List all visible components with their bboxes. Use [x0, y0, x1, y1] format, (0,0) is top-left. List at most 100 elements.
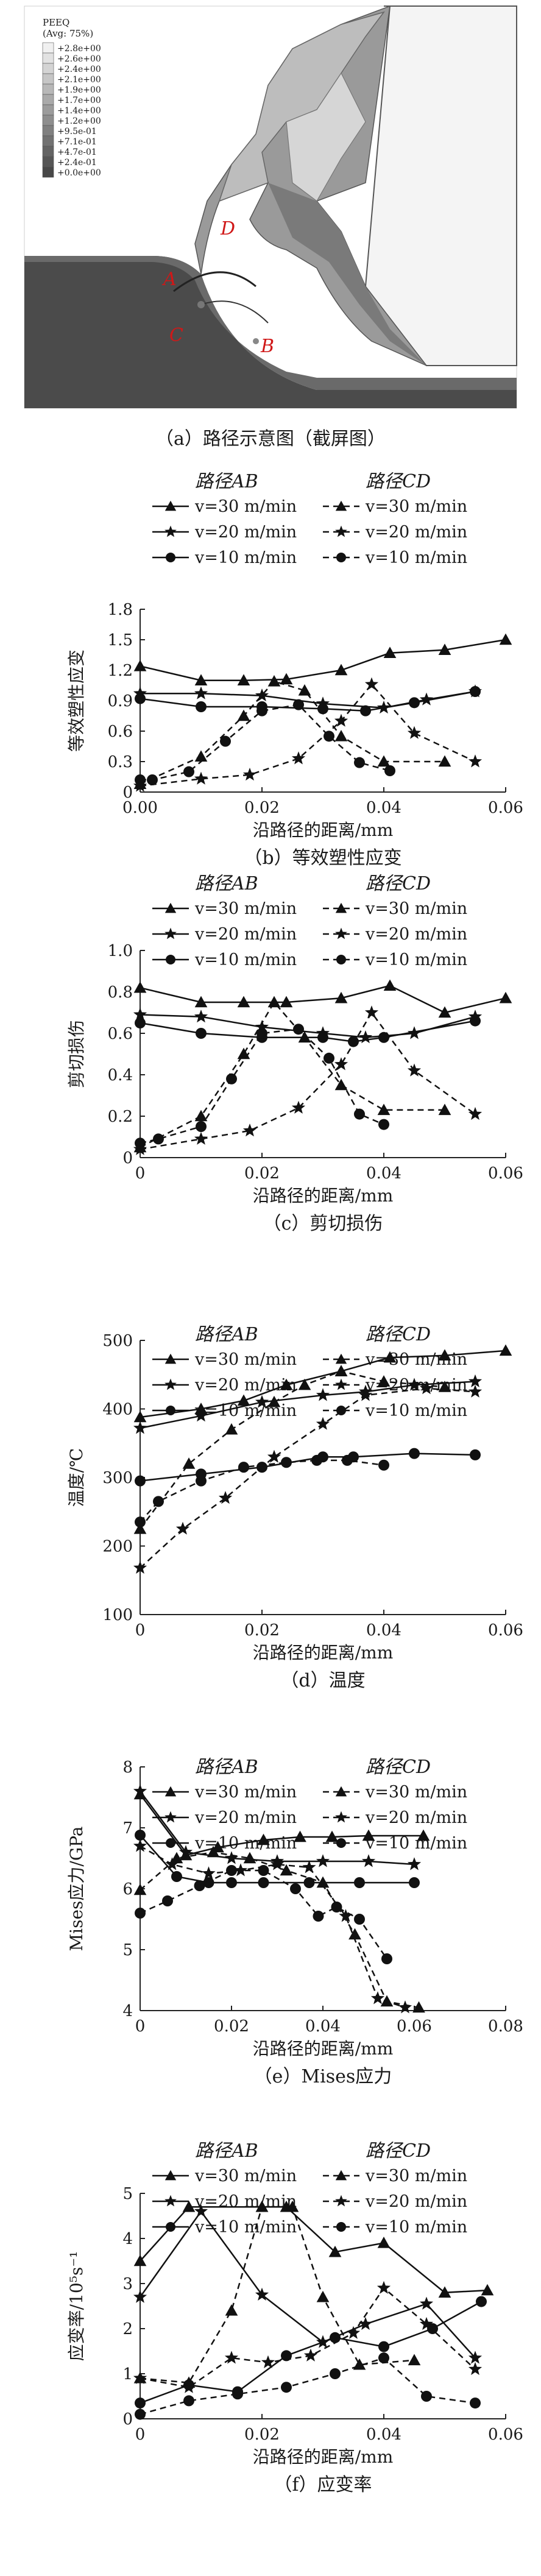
chart-c-legend: 路径AB 路径CD v=30 m/min v=20 m/min v=10 m/min v=…: [152, 873, 467, 969]
data-point: [255, 2287, 269, 2301]
data-point: [194, 1010, 208, 1023]
legend-label: v=10 m/min: [194, 950, 297, 969]
legend-swatch: [42, 73, 54, 85]
legend-swatch: [42, 52, 54, 64]
legend-swatch: [42, 94, 54, 105]
y-tick-label: 1.2: [108, 662, 133, 680]
series-CD-star: [133, 1381, 483, 1574]
legend-subtitle: (Avg: 75%): [43, 28, 93, 39]
data-point: [316, 1417, 330, 1430]
data-point: [303, 1877, 315, 1888]
data-point: [419, 2296, 434, 2310]
data-point: [378, 2352, 389, 2364]
data-point: [298, 684, 311, 696]
data-point: [348, 1036, 359, 1047]
data-point: [330, 2368, 341, 2379]
data-point: [179, 1845, 193, 1858]
data-point: [407, 726, 422, 739]
data-point: [182, 2200, 196, 2212]
legend-value: +0.0e+00: [57, 168, 101, 178]
data-point: [481, 2284, 494, 2296]
x-axis-label: 沿路径的距离/mm: [253, 820, 394, 840]
x-tick-label: 0.04: [305, 2017, 341, 2036]
legend-marker: [164, 1811, 177, 1823]
data-point: [267, 674, 281, 687]
y-tick-label: 0.9: [108, 692, 133, 710]
legend-swatch: [42, 135, 54, 147]
y-tick-label: 8: [122, 1758, 133, 1777]
data-point: [238, 1462, 249, 1473]
x-axis-label: 沿路径的距离/mm: [253, 1186, 394, 1206]
data-point: [133, 2290, 147, 2303]
legend-marker: [164, 1378, 177, 1390]
legend-marker: [335, 1811, 347, 1823]
data-point: [280, 673, 293, 685]
data-point: [438, 1006, 451, 1018]
series-line: [140, 1869, 388, 1959]
series-line: [140, 1794, 423, 1856]
data-point: [346, 2326, 361, 2339]
legend-marker: [335, 902, 347, 913]
data-point: [364, 1005, 379, 1019]
data-point: [135, 1017, 146, 1028]
y-axis-label: 温度/℃: [66, 1448, 87, 1507]
legend-title: PEEQ: [43, 17, 69, 28]
legend-label: v=30 m/min: [194, 497, 297, 516]
data-point: [419, 1381, 434, 1395]
data-point: [468, 1374, 483, 1387]
legend-label: v=10 m/min: [194, 2218, 297, 2237]
x-axis-label: 沿路径的距离/mm: [253, 1643, 394, 1663]
legend-marker: [166, 955, 175, 964]
legend-marker: [164, 500, 177, 511]
data-point: [377, 755, 391, 767]
data-point: [194, 996, 208, 1008]
data-point: [286, 2200, 299, 2212]
data-point: [224, 1851, 239, 1864]
chart-e-legend: 路径AB 路径CD v=30 m/min v=20 m/min v=10 m/min v=…: [152, 1757, 467, 1853]
legend-marker: [166, 1838, 175, 1848]
data-point: [438, 755, 451, 767]
series-CD-circle: [135, 2352, 481, 2420]
data-point: [202, 1866, 216, 1880]
y-tick-label: 1: [122, 2365, 133, 2383]
series-AB-triangle: [133, 2200, 494, 2298]
y-tick-label: 5: [122, 1941, 133, 1959]
data-point: [196, 1028, 207, 1039]
data-point: [421, 2391, 432, 2402]
legend-label: v=20 m/min: [365, 1808, 467, 1827]
legend-header: 路径CD: [366, 1324, 431, 1345]
x-tick-label: 0: [135, 2017, 146, 2036]
data-point: [468, 1106, 483, 1120]
legend-label: v=30 m/min: [194, 1350, 297, 1369]
series-line: [140, 680, 445, 785]
legend-header: 路径AB: [195, 1324, 258, 1345]
data-point: [280, 1864, 293, 1876]
data-point: [354, 1877, 365, 1888]
legend-header: 路径CD: [366, 2140, 431, 2162]
series-line: [140, 1791, 415, 1866]
data-point: [398, 2000, 412, 2014]
data-point: [364, 677, 379, 690]
data-point: [290, 1883, 301, 1894]
legend-label: v=30 m/min: [194, 2167, 297, 2185]
data-point: [255, 1395, 269, 1408]
data-point: [499, 1344, 512, 1356]
data-point: [317, 1031, 328, 1043]
data-point: [261, 2355, 275, 2368]
legend-swatch: [42, 146, 54, 157]
data-point: [316, 1876, 330, 1888]
legend-header: 路径AB: [195, 873, 258, 894]
data-point: [196, 1121, 207, 1132]
data-point: [194, 1403, 208, 1414]
y-tick-label: 0: [122, 784, 133, 802]
legend-marker: [336, 553, 346, 562]
series-AB-circle: [135, 1015, 481, 1047]
data-point: [438, 1349, 451, 1361]
data-point: [427, 2323, 438, 2334]
x-tick-label: 0.06: [488, 1621, 523, 1640]
data-point: [218, 1491, 233, 1504]
legend-value: +1.2e+00: [57, 116, 101, 126]
data-point: [133, 659, 147, 671]
data-point: [280, 996, 293, 1008]
series-line: [140, 1028, 384, 1144]
